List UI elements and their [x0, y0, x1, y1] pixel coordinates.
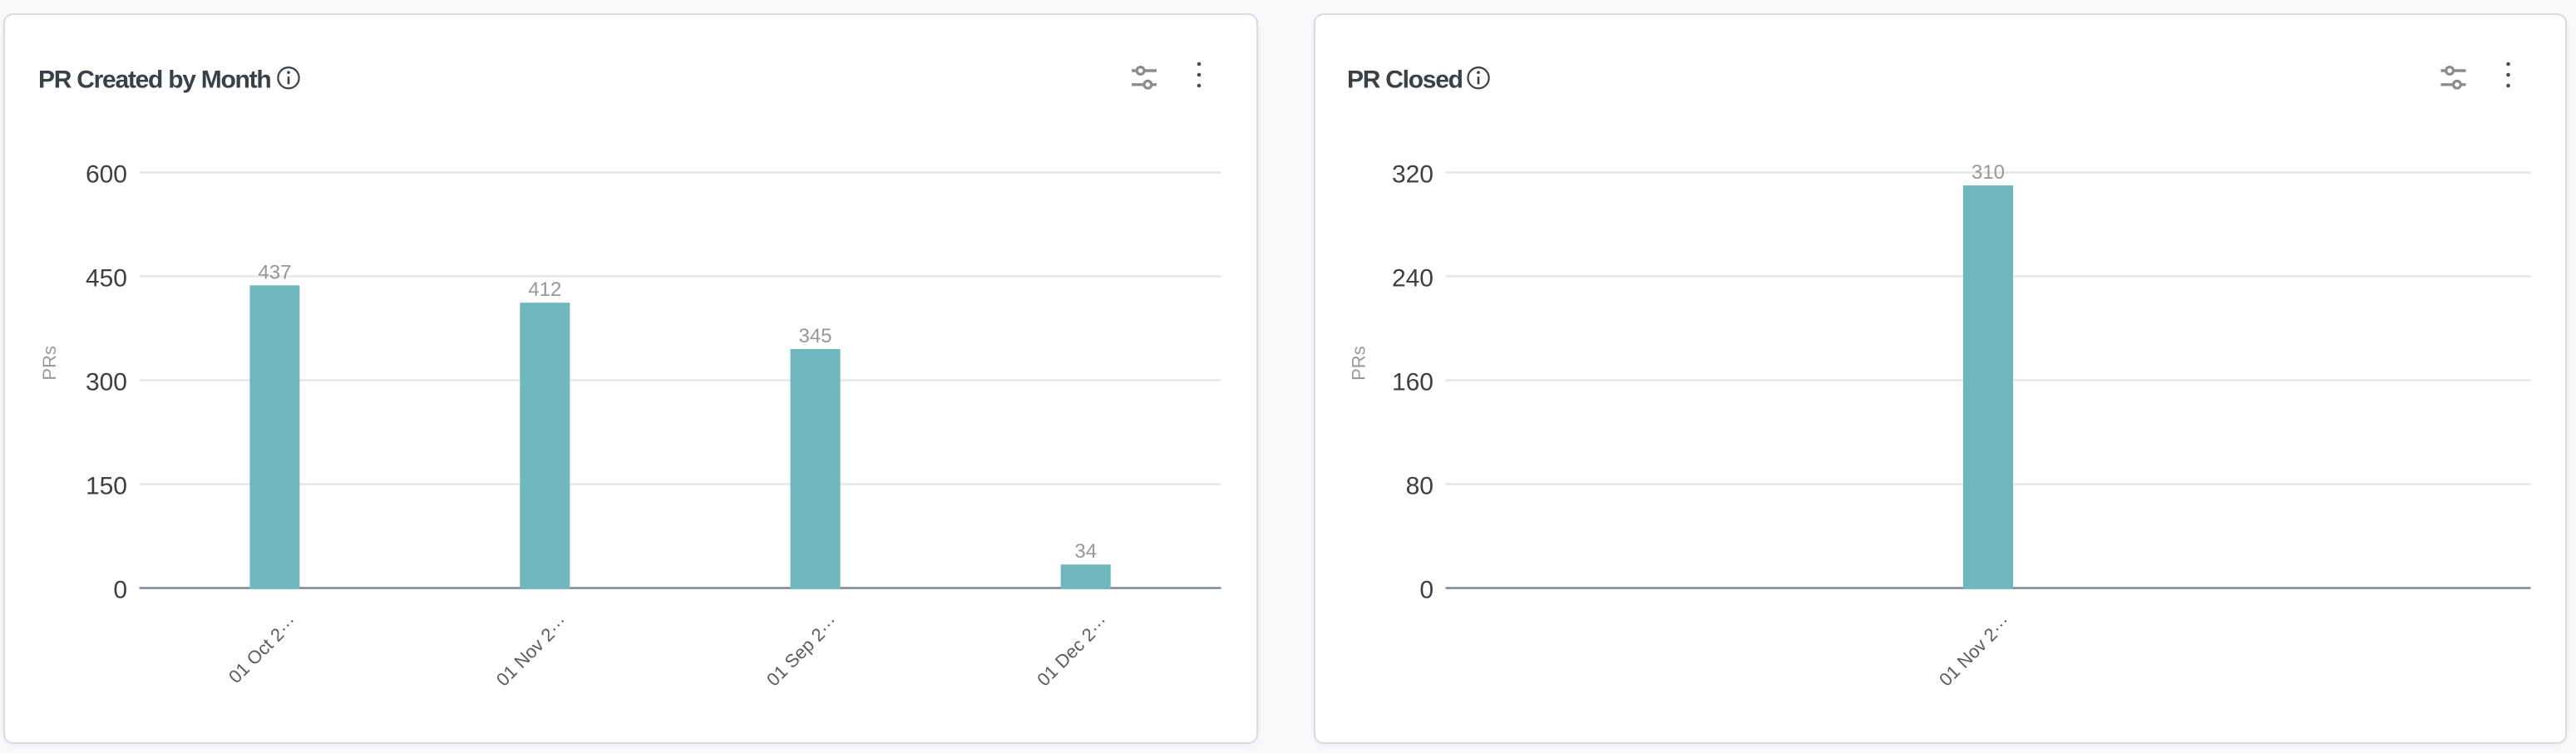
svg-text:412: 412 — [528, 278, 561, 301]
svg-text:01 Nov 2…: 01 Nov 2… — [489, 608, 571, 690]
svg-text:PRs: PRs — [39, 346, 60, 381]
svg-text:01 Oct 2…: 01 Oct 2… — [221, 608, 301, 687]
svg-text:450: 450 — [86, 265, 127, 293]
svg-text:437: 437 — [258, 261, 291, 283]
svg-text:150: 150 — [86, 473, 127, 500]
svg-text:80: 80 — [1406, 473, 1434, 500]
svg-text:345: 345 — [798, 325, 832, 347]
svg-text:160: 160 — [1392, 369, 1434, 396]
svg-text:PR Closed: PR Closed — [1347, 66, 1463, 94]
svg-text:0: 0 — [1419, 577, 1434, 604]
svg-text:34: 34 — [1074, 540, 1097, 563]
svg-text:600: 600 — [86, 161, 127, 189]
svg-text:PRs: PRs — [1349, 346, 1369, 381]
svg-text:300: 300 — [86, 369, 127, 396]
svg-text:01 Nov 2…: 01 Nov 2… — [1932, 608, 2015, 690]
svg-text:PR Created by Month: PR Created by Month — [38, 66, 270, 94]
svg-text:310: 310 — [1971, 161, 2005, 184]
svg-text:320: 320 — [1392, 161, 1434, 189]
svg-text:240: 240 — [1392, 265, 1434, 293]
svg-text:01 Sep 2…: 01 Sep 2… — [759, 608, 841, 690]
svg-text:0: 0 — [113, 577, 127, 604]
svg-text:01 Dec 2…: 01 Dec 2… — [1030, 608, 1113, 690]
